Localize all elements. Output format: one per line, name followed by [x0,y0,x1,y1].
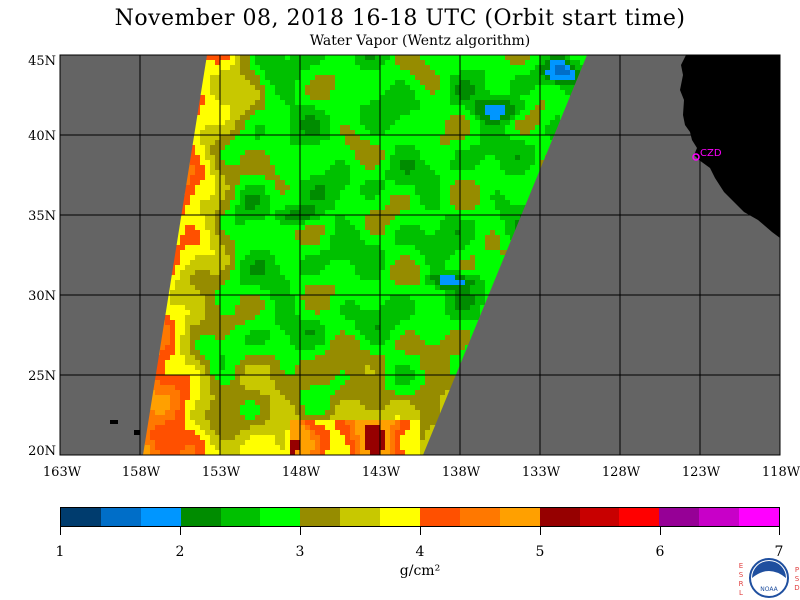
colorbar-swatch [499,508,540,526]
colorbar-swatch [659,508,700,526]
colorbar-swatch [100,508,141,526]
lon-labels: 163W 158W 153W 148W 143W 138W 133W 128W … [43,465,800,480]
colorbar-swatch [180,508,221,526]
lat-lon-grid [60,55,780,455]
lon-label: 163W [43,465,82,480]
lon-label: 158W [122,465,161,480]
station-marker: CZD [692,148,722,161]
colorbar-swatch [380,508,421,526]
lon-label: 133W [522,465,561,480]
lat-label: 20N [28,444,56,459]
colorbar-tick: 3 [295,544,305,560]
page-title: November 08, 2018 16-18 UTC (Orbit start… [114,6,686,31]
colorbar-tick: 7 [774,544,784,560]
page-subtitle: Water Vapor (Wentz algorithm) [309,33,531,49]
lat-label: 30N [28,289,56,304]
colorbar-swatch [539,508,580,526]
colorbar-swatch [340,508,381,526]
colorbar-swatch [220,508,261,526]
logo-letter: D [794,584,799,592]
lon-label: 153W [202,465,241,480]
lon-label: 148W [282,465,321,480]
lat-label: 45N [28,54,56,69]
lat-label: 25N [28,369,56,384]
station-label: CZD [700,148,722,159]
colorbar-swatch [739,508,780,526]
lon-label: 128W [602,465,641,480]
map-frame [59,54,781,456]
colorbar-swatch [619,508,660,526]
colorbar-swatch [420,508,460,526]
colorbar-tick: 6 [655,544,665,560]
logo-letter: S [795,575,800,583]
colorbar-swatch [260,508,301,526]
colorbar-swatch [579,508,620,526]
logo-letter: R [739,580,744,588]
colorbar-tick: 5 [535,544,545,560]
colorbar-swatch [699,508,740,526]
lat-label: 35N [28,209,56,224]
colorbar-tick: 1 [55,544,65,560]
logo-letter: E [739,562,743,570]
logo-letter: P [795,566,799,574]
colorbar-swatch [459,508,500,526]
colorbar-swatch [300,508,341,526]
colorbar-swatch [61,508,101,526]
lon-label: 138W [442,465,481,480]
lon-label: 123W [682,465,721,480]
colorbar-swatch [140,508,181,526]
logo-letter: L [739,589,743,597]
logo-letter: S [739,571,744,579]
colorbar-tick: 4 [415,544,425,560]
colorbar-tick: 2 [175,544,185,560]
noaa-esrl-psd-logo: E S R L P S D NOAA [739,558,800,598]
lon-label: 118W [762,465,800,480]
lon-label: 143W [362,465,401,480]
land-california [680,55,780,238]
colorbar-units: g/cm² [399,563,441,579]
lat-label: 40N [28,129,56,144]
colorbar [60,507,780,527]
lat-labels: 45N 40N 35N 30N 25N 20N [28,54,56,459]
logo-center-text: NOAA [760,586,778,593]
